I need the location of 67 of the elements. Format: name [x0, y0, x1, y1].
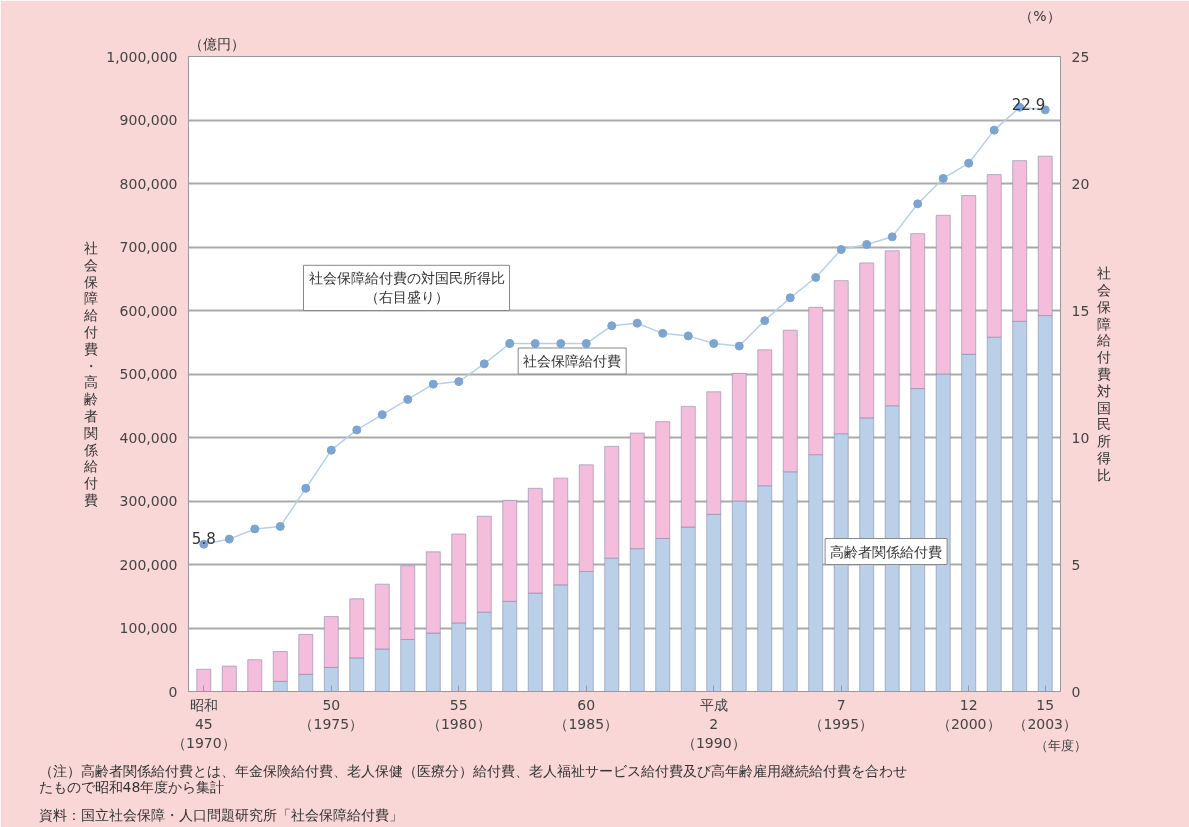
y2-tick-label: 25 — [1071, 48, 1090, 65]
bar — [221, 665, 237, 692]
point — [938, 173, 948, 183]
series-label: 高齢者関係給付費 — [830, 543, 943, 560]
point — [632, 318, 642, 328]
point — [734, 341, 744, 351]
point — [403, 394, 413, 404]
point — [250, 524, 260, 534]
x-tick-label: 7 （1995） — [809, 696, 874, 732]
y-tick-label: 600,000 — [119, 302, 178, 319]
data-label: 22.9 — [1011, 95, 1046, 114]
y-tick-label: 100,000 — [119, 620, 178, 636]
point — [836, 245, 846, 255]
point — [760, 316, 770, 326]
y-tick-label: 200,000 — [119, 556, 178, 573]
y-tick-label: 900,000 — [119, 112, 178, 128]
point — [352, 425, 362, 435]
point — [530, 339, 540, 349]
text: 社会保障給付費の対国民所得比（右目盛り） — [308, 270, 505, 306]
point — [428, 379, 438, 389]
point — [658, 328, 668, 338]
text: （億円） — [188, 35, 245, 52]
text: 社会保障給付費・高齢者関係給付費 — [84, 240, 99, 508]
point — [275, 521, 285, 531]
y2-tick-label: 10 — [1071, 429, 1090, 446]
point — [989, 125, 999, 135]
text: 資料：国立社会保障・人口問題研究所「社会保障給付費」 — [38, 806, 403, 823]
x-tick-label: 12 （2000） — [936, 696, 1001, 732]
point — [811, 272, 821, 282]
point — [607, 321, 617, 331]
x-axis-title: （年度） — [1034, 737, 1087, 753]
point — [913, 199, 923, 209]
point — [377, 410, 387, 420]
point — [785, 293, 795, 303]
y-tick-label: 700,000 — [119, 239, 178, 255]
x-tick-label: 平成 2 （1990） — [681, 696, 746, 751]
y-tick-label: 800,000 — [119, 175, 178, 192]
point — [454, 377, 464, 387]
annotation: 社会保障給付費 — [523, 353, 622, 369]
point — [224, 534, 234, 544]
x-tick-label: 60 （1985） — [554, 696, 619, 732]
y-tick-label: 500,000 — [119, 366, 178, 382]
text: 社会保障給付費対国民所得比 — [1097, 265, 1112, 483]
point — [556, 339, 566, 349]
bar — [196, 668, 212, 692]
point — [581, 339, 591, 349]
point — [964, 158, 974, 168]
bar — [247, 659, 263, 692]
x-tick-label: 55 （1980） — [426, 696, 491, 732]
point — [862, 239, 872, 249]
point — [326, 445, 336, 455]
y-tick-label: 1,000,000 — [106, 48, 178, 65]
point — [887, 232, 897, 242]
text: （%） — [1019, 7, 1061, 24]
y-tick-label: 300,000 — [119, 493, 178, 509]
point — [301, 483, 311, 493]
y2-tick-label: 5 — [1071, 556, 1081, 573]
x-tick-label: 50 （1975） — [299, 696, 364, 732]
point — [479, 359, 489, 369]
y2-tick-label: 20 — [1071, 175, 1090, 192]
point — [709, 339, 719, 349]
point — [505, 339, 515, 349]
y-tick-label: 400,000 — [119, 429, 178, 446]
text: （注）高齢者関係給付費とは、年金保険給付費、老人保健（医療分）給付費、老人福祉サービス給付費及び高年齢雇用継続給付費を合わせたもので昭和48年度から集計 — [38, 762, 907, 795]
data-label: 5.8 — [191, 530, 216, 549]
point — [683, 331, 693, 341]
y2-tick-label: 15 — [1071, 302, 1090, 319]
